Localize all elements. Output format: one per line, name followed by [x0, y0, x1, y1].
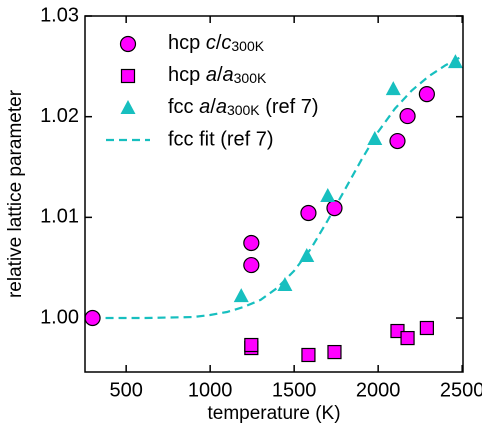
marker [243, 234, 260, 252]
marker [243, 256, 260, 274]
legend-label: fcc a/a300K (ref 7) [168, 96, 319, 118]
y-tick-label: 1.02 [40, 105, 79, 127]
marker [400, 330, 415, 346]
marker [385, 81, 401, 96]
y-tick-label: 1.00 [40, 306, 79, 328]
marker [233, 288, 249, 303]
marker [84, 309, 101, 327]
marker [418, 86, 435, 103]
x-tick-label: 1500 [272, 379, 317, 401]
marker [419, 320, 434, 336]
x-tick-label: 500 [109, 379, 142, 401]
y-tick-label: 1.01 [40, 206, 79, 228]
marker [300, 204, 317, 222]
legend-marker [120, 100, 136, 114]
marker [389, 132, 406, 150]
y-axis-label: relative lattice parameter [5, 89, 26, 298]
marker [367, 131, 383, 146]
legend-label: hcp a/a300K [168, 64, 267, 86]
marker [320, 188, 336, 203]
marker [327, 344, 342, 360]
x-tick-label: 1000 [188, 379, 233, 401]
fit-line [92, 55, 463, 320]
marker [244, 337, 259, 353]
marker [277, 277, 293, 292]
marker [399, 107, 416, 125]
marker [326, 199, 343, 217]
x-tick-label: 2000 [356, 379, 401, 401]
legend-marker [119, 35, 137, 53]
legend-marker [120, 68, 136, 84]
marker [301, 347, 316, 363]
plot-frame [84, 15, 464, 373]
marker [447, 54, 463, 69]
x-axis-label: temperature (K) [207, 403, 340, 424]
legend-label: fcc fit (ref 7) [168, 128, 274, 150]
legend-label: hcp c/c300K [168, 32, 265, 54]
x-tick-label: 2500 [440, 379, 482, 401]
y-tick-label: 1.03 [40, 4, 79, 26]
marker [299, 248, 315, 263]
